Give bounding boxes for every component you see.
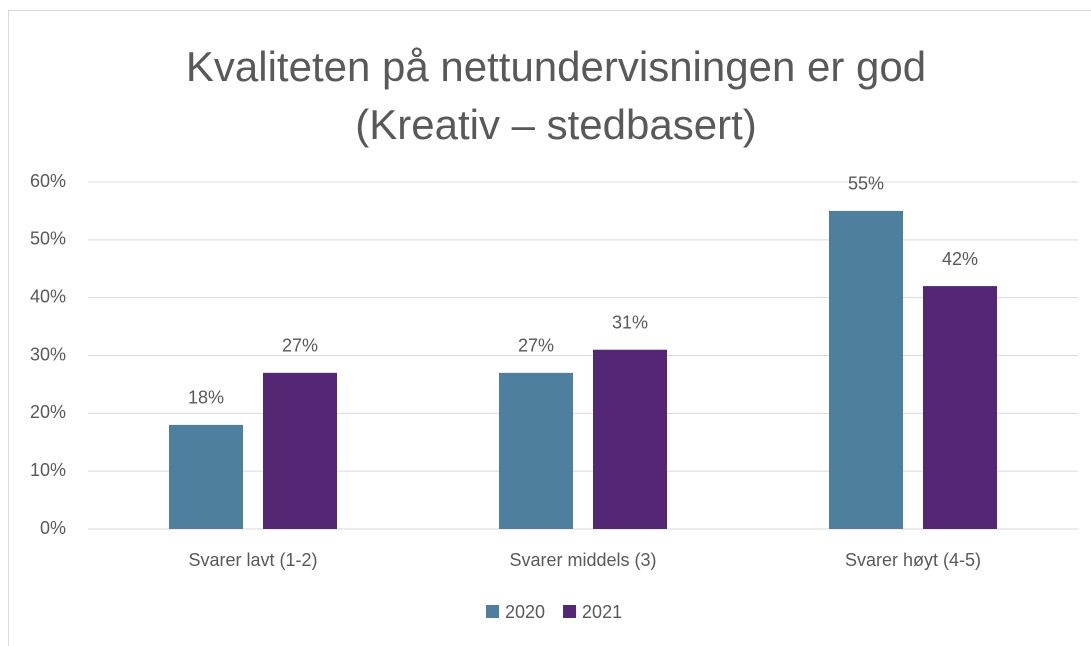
data-label: 42%: [942, 249, 978, 269]
y-tick-label: 10%: [30, 460, 66, 480]
data-label: 18%: [188, 388, 224, 408]
x-tick-label: Svarer lavt (1-2): [188, 550, 317, 570]
legend-swatch: [563, 605, 577, 618]
x-tick-label: Svarer middels (3): [509, 550, 656, 570]
y-tick-label: 50%: [30, 229, 66, 249]
y-tick-label: 30%: [30, 344, 66, 364]
data-label: 31%: [612, 312, 648, 332]
y-tick-label: 40%: [30, 286, 66, 306]
bar: [829, 210, 903, 529]
chart-border: [8, 10, 1091, 646]
y-tick-label: 0%: [40, 518, 66, 538]
bar: [499, 372, 573, 529]
data-label: 55%: [848, 174, 884, 194]
legend-label: 2020: [505, 602, 545, 622]
bar: [263, 372, 337, 529]
chart-title: Kvaliteten på nettundervisningen er god: [186, 43, 926, 90]
legend-swatch: [486, 605, 499, 618]
chart-title: (Kreativ – stedbasert): [355, 101, 757, 148]
legend-label: 2021: [582, 602, 622, 622]
bar: [923, 286, 997, 529]
data-label: 27%: [518, 336, 554, 356]
bar: [593, 349, 667, 529]
x-tick-label: Svarer høyt (4-5): [845, 550, 981, 570]
bar: [169, 424, 243, 529]
data-label: 27%: [282, 336, 318, 356]
y-tick-label: 20%: [30, 402, 66, 422]
y-tick-label: 60%: [30, 171, 66, 191]
